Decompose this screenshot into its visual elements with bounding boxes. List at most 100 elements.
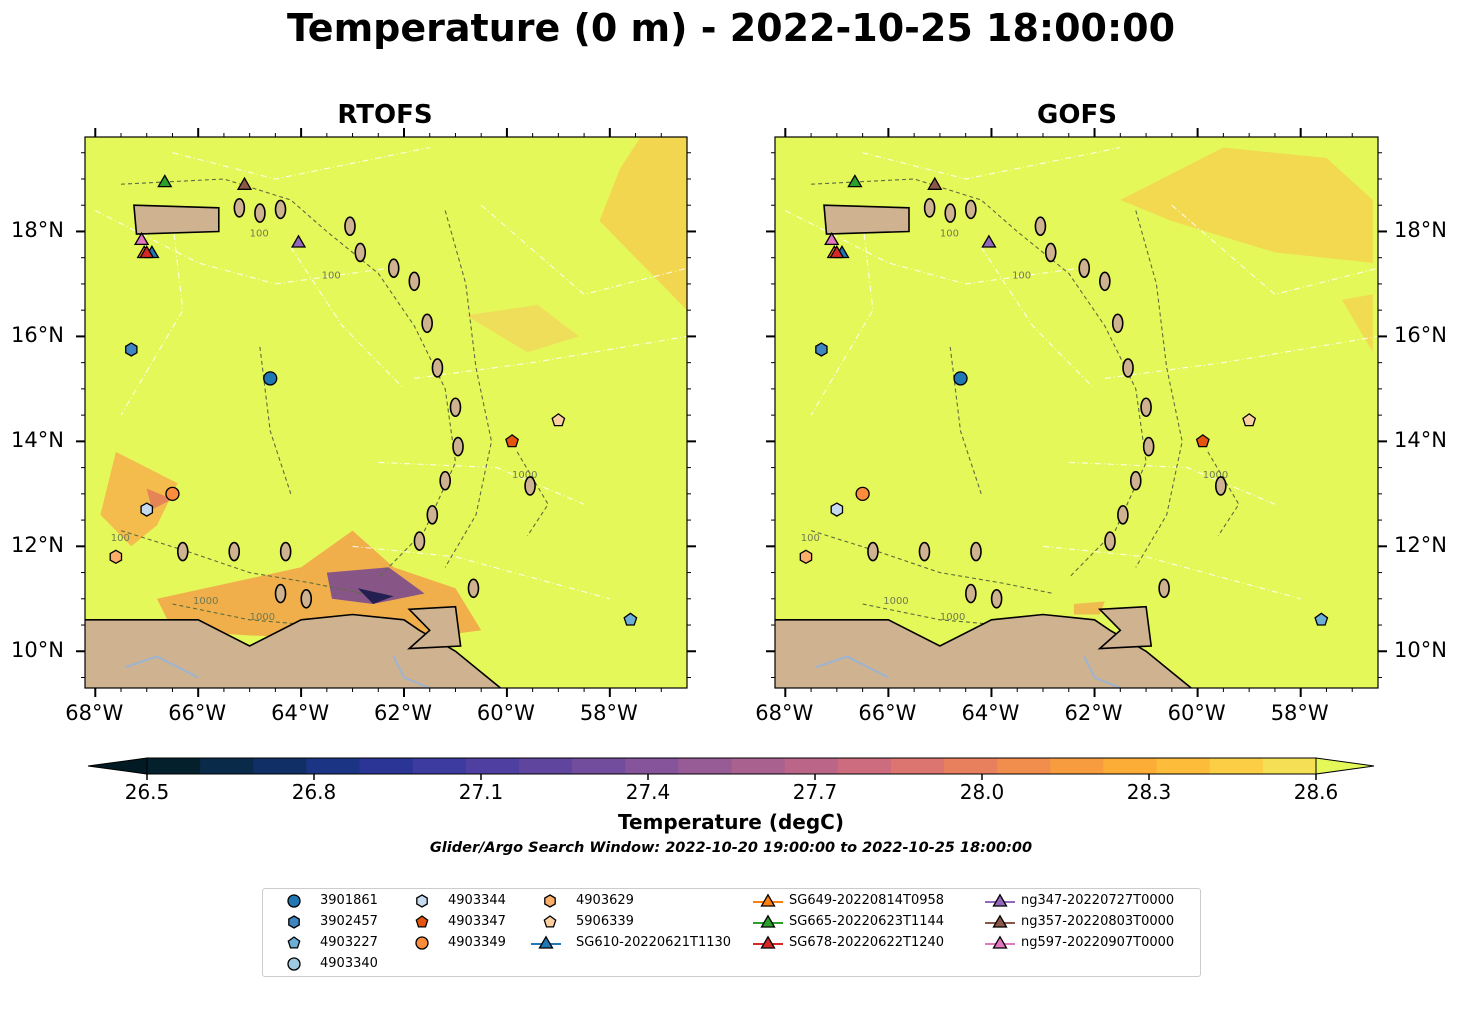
marker-ng597-20220907t0000	[133, 231, 150, 246]
bathymetry-contour	[516, 451, 549, 537]
legend-symbol	[544, 894, 556, 908]
colorbar-segment	[625, 758, 679, 774]
legend-label: ng597-20220907T0000	[1021, 935, 1175, 950]
legend-label: SG678-20220622T1240	[789, 935, 945, 950]
island	[279, 541, 292, 562]
colorbar-segment	[784, 758, 839, 774]
contour-label: 1000	[1203, 470, 1228, 481]
warm-patch-central	[465, 304, 579, 353]
island	[176, 541, 189, 562]
legend-label: 3901861	[320, 893, 378, 908]
island	[1215, 476, 1227, 496]
contour-label: 100	[322, 271, 341, 282]
colorbar-segment	[997, 758, 1051, 774]
bathymetry-contour	[811, 178, 1147, 579]
map-rtofs: 1001001000100010010001001001000100010010…	[76, 128, 1387, 697]
contour-label: 1000	[512, 470, 537, 481]
legend-symbol	[287, 957, 301, 971]
island	[990, 588, 1003, 609]
legend-label: SG610-20220621T1130	[576, 935, 732, 950]
marker-4903227	[623, 612, 638, 626]
colorbar-tick-label: 28.0	[959, 780, 1005, 804]
colorbar	[87, 757, 1375, 780]
maritime-boundary	[1042, 545, 1301, 600]
island	[970, 541, 982, 562]
legend-symbol	[287, 894, 301, 908]
maritime-boundary	[172, 146, 430, 180]
contour-label: 100	[111, 533, 130, 544]
lat-tick-label: 18°N	[1394, 218, 1447, 243]
lat-tick-label: 12°N	[1394, 533, 1447, 558]
lon-tick-label: 60°W	[476, 701, 535, 725]
island	[1142, 436, 1155, 457]
lon-tick-label: 62°W	[1064, 701, 1123, 725]
legend-marker	[288, 915, 300, 929]
colorbar-segment	[518, 758, 573, 774]
colorbar-segment	[465, 758, 520, 774]
legend-marker	[544, 894, 556, 908]
marker-4903344	[830, 502, 844, 517]
contour-label: 1000	[883, 596, 908, 607]
colorbar-tick-label: 28.6	[1293, 780, 1339, 804]
lat-tick-label: 14°N	[1394, 428, 1447, 453]
colorbar-tick-label: 26.8	[291, 780, 337, 804]
contour-label: 1000	[193, 596, 218, 607]
maritime-boundary	[785, 210, 1080, 285]
legend-label: 4903227	[320, 935, 378, 950]
island	[439, 470, 451, 491]
colorbar-segment	[200, 758, 254, 774]
colorbar-segment	[1156, 758, 1211, 774]
legend-marker	[992, 893, 1008, 907]
maritime-boundary	[862, 146, 1121, 180]
legend-marker	[287, 936, 301, 949]
bathymetry-contour	[259, 346, 292, 494]
lon-tick-label: 64°W	[271, 701, 330, 725]
marker-sg678-20220622t1240	[829, 244, 845, 259]
legend-marker	[992, 914, 1008, 928]
legend-marker	[287, 894, 301, 908]
lon-tick-label: 68°W	[65, 701, 124, 725]
marker-sg678-20220622t1240	[139, 244, 155, 259]
island	[408, 271, 421, 292]
search-window-text: Glider/Argo Search Window: 2022-10-20 19…	[429, 840, 1033, 856]
colorbar-segment	[1050, 758, 1105, 774]
legend-marker	[543, 915, 557, 928]
colorbar-label: Temperature (degC)	[618, 810, 844, 834]
warm-patch-south	[157, 530, 482, 641]
colorbar-segment	[890, 758, 945, 774]
island	[467, 578, 480, 599]
maritime-boundary	[1104, 335, 1378, 379]
legend-symbol	[287, 936, 301, 949]
island	[1044, 242, 1057, 263]
legend-label: SG665-20220623T1144	[789, 914, 945, 929]
legend-symbol	[531, 935, 561, 949]
lon-tick-label: 62°W	[374, 701, 432, 725]
marker-4903349	[165, 486, 180, 501]
colorbar-segment	[1262, 758, 1317, 774]
colorbar-frame	[146, 757, 1317, 775]
legend-marker	[538, 935, 554, 949]
panel-title-gofs: GOFS	[1037, 100, 1117, 130]
legend-label: 4903629	[576, 893, 634, 908]
marker-sg665-20220623t1144	[157, 174, 173, 188]
colorbar-tick-label: 27.7	[792, 780, 838, 804]
lat-tick-label: 10°N	[1394, 638, 1447, 663]
legend-marker	[760, 935, 776, 949]
island	[1158, 578, 1170, 599]
bathymetry-contour	[120, 178, 457, 579]
island	[274, 199, 287, 220]
island	[1140, 397, 1152, 418]
marker-ng357-20220803t0000	[236, 176, 253, 190]
island	[274, 583, 287, 604]
bathymetry-contour	[444, 210, 493, 568]
marker-3901861	[263, 371, 278, 386]
contour-label: 100	[250, 229, 269, 240]
island	[449, 397, 462, 418]
island	[1111, 313, 1124, 334]
colorbar-tick-label: 27.4	[625, 780, 671, 804]
island	[1104, 531, 1116, 551]
marker-4903349	[855, 486, 870, 501]
legend-label: 5906339	[576, 914, 634, 929]
island	[421, 313, 433, 334]
island	[965, 583, 977, 604]
